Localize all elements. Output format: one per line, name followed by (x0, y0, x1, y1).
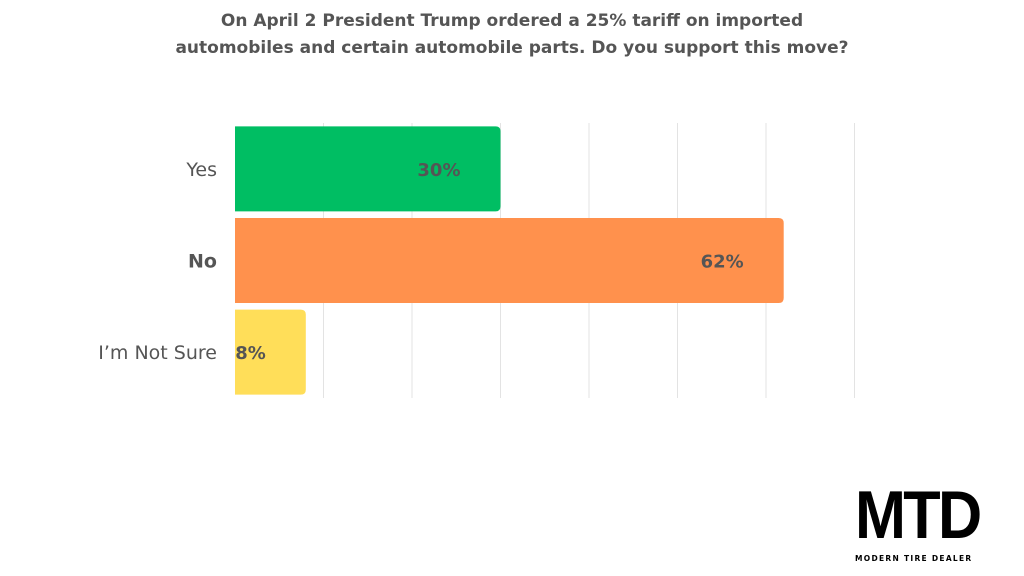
bar (235, 126, 501, 212)
mtd-logo: MTD MODERN TIRE DEALER (855, 478, 995, 568)
bar (235, 309, 306, 395)
logo-text: MTD (855, 477, 982, 553)
chart-title: On April 2 President Trump ordered a 25%… (0, 8, 1024, 62)
chart-title-line-1: On April 2 President Trump ordered a 25%… (220, 11, 804, 31)
data-label: 30% (417, 160, 460, 181)
bar (235, 218, 784, 303)
category-label: Yes (185, 159, 217, 181)
category-label: I’m Not Sure (98, 342, 217, 364)
data-label: 8% (235, 343, 266, 364)
category-label: No (188, 251, 217, 273)
data-label: 62% (701, 252, 744, 273)
logo-subtext: MODERN TIRE DEALER (855, 554, 973, 563)
chart-title-line-2: automobiles and certain automobile parts… (175, 38, 849, 58)
